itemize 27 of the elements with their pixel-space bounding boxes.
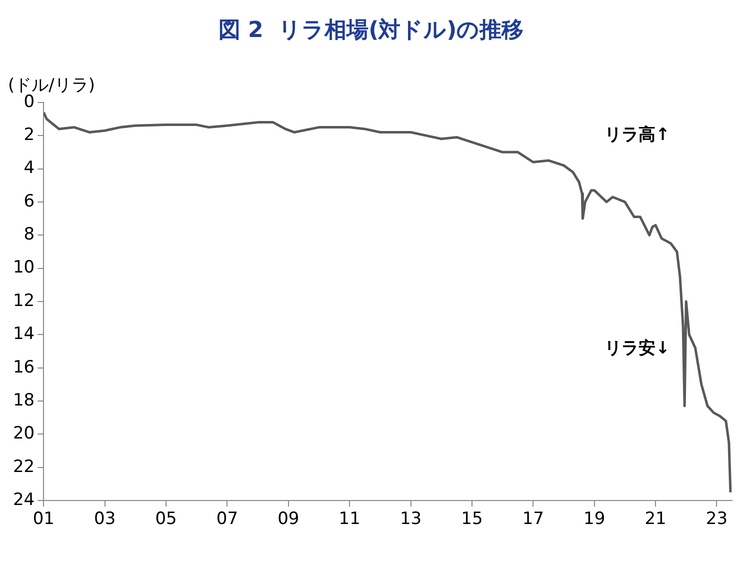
y-tick-label: 16 xyxy=(12,357,35,378)
x-tick-label: 03 xyxy=(94,509,116,530)
x-tick-label: 15 xyxy=(461,509,483,530)
y-tick-label: 14 xyxy=(12,324,35,344)
x-tick-label: 01 xyxy=(32,509,54,530)
y-tick-label: 4 xyxy=(24,158,35,178)
y-tick-label: 22 xyxy=(12,456,35,477)
x-tick-label: 17 xyxy=(522,509,544,530)
x-tick-label: 13 xyxy=(400,509,422,530)
y-tick-label: 2 xyxy=(24,125,35,146)
y-tick-label: 10 xyxy=(12,258,35,278)
annotation: リラ高↑ xyxy=(604,124,670,145)
x-tick-label: 09 xyxy=(278,509,300,530)
x-tick-label: 07 xyxy=(216,509,238,530)
y-tick-label: 20 xyxy=(12,424,35,444)
y-tick-label: 18 xyxy=(12,390,35,410)
x-tick-label: 11 xyxy=(338,509,360,530)
x-tick-label: 23 xyxy=(706,509,728,530)
y-tick-label: 12 xyxy=(12,290,35,311)
y-tick-label: 24 xyxy=(12,490,35,510)
x-tick-label: 19 xyxy=(584,509,606,530)
y-tick-label: 8 xyxy=(24,224,35,245)
chart-title: 図 2 リラ相場(対ドル)の推移 xyxy=(218,16,524,43)
y-tick-label: 6 xyxy=(24,191,35,212)
x-tick-label: 05 xyxy=(155,509,177,530)
annotation: リラ安↓ xyxy=(604,338,670,359)
x-tick-label: 21 xyxy=(644,509,666,530)
